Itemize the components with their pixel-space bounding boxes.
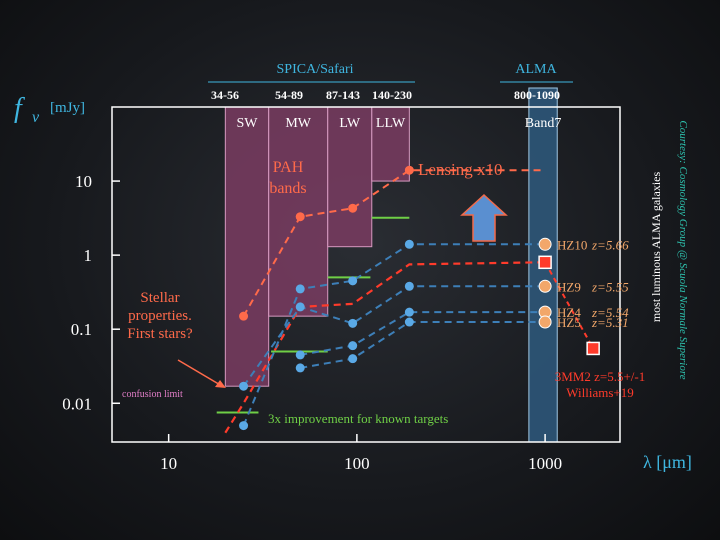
alma-range: 800-1090	[514, 88, 560, 102]
confusion-limit-label: confusion limit	[122, 389, 183, 400]
y-tick-label-0.01: 0.01	[62, 394, 92, 413]
alma-point-hz5	[538, 315, 552, 329]
spica-title: SPICA/Safari	[277, 62, 354, 77]
spica-range-3: 140-230	[372, 88, 412, 102]
x-axis-label: λ [μm]	[643, 452, 692, 472]
spica-range-2: 87-143	[326, 88, 360, 102]
series-line-4	[300, 311, 542, 356]
mm2-point-alma	[538, 255, 552, 270]
spica-range-1: 54-89	[275, 88, 303, 102]
stellar-pointer-line	[177, 359, 223, 387]
markers-layer	[177, 165, 600, 431]
series-line-3	[242, 285, 542, 387]
series-3-point	[239, 381, 249, 391]
band-regions-layer	[224, 87, 558, 443]
series-5-point	[295, 363, 305, 373]
band-region-sw	[224, 106, 270, 387]
series-line-1	[242, 169, 542, 317]
series-line-0	[224, 261, 542, 434]
stellar-label-line2: properties.	[128, 308, 192, 324]
series-4-point	[348, 341, 358, 351]
alma-z-hz4: z=5.54	[591, 305, 629, 320]
series-1-point	[239, 311, 249, 321]
band-region-llw	[371, 106, 410, 182]
alma-z-hz9: z=5.55	[591, 279, 629, 294]
y-tick-label-0.1: 0.1	[71, 320, 92, 339]
improvement-label: 3x improvement for known targets	[268, 411, 448, 426]
alma-band-label: Band7	[525, 116, 562, 131]
series-5-point	[404, 317, 414, 327]
lensing-up-arrow	[460, 193, 508, 242]
mm2-ref: Williams+19	[566, 385, 633, 400]
y-tick-label-1: 1	[84, 246, 93, 265]
band-label-lw: LW	[339, 116, 361, 131]
series-3-point	[295, 302, 305, 312]
band-region-mw	[268, 106, 329, 317]
stellar-label-line3: First stars?	[127, 326, 193, 342]
stellar-label-line1: Stellar	[140, 290, 179, 306]
series-5-point	[348, 354, 358, 364]
alma-point-hz9	[538, 279, 552, 293]
series-4-point	[404, 307, 414, 317]
series-3-point	[348, 318, 358, 328]
series-2-point	[295, 284, 305, 294]
stellar-pointer-arrowhead	[215, 380, 226, 388]
y-tick-label-10: 10	[75, 172, 92, 191]
band-region-lw	[327, 106, 373, 248]
series-4-point	[295, 350, 305, 360]
series-2-point	[404, 239, 414, 249]
annotation-layer: SW MW LW LLW Band7 HZ10 z=5.66 HZ9 z=5.55 HZ4 z=5.…	[14, 62, 692, 473]
alma-label-hz5: HZ5	[557, 315, 581, 330]
y-axis-subscript: ν	[32, 109, 40, 126]
x-tick-label-10: 10	[160, 454, 177, 473]
series-1-point	[348, 203, 358, 213]
series-2-point	[239, 421, 249, 431]
mm2-label: 3MM2 z=5.5+/-1	[555, 369, 646, 384]
alma-label-hz10: HZ10	[557, 237, 587, 252]
x-tick-label-100: 100	[344, 454, 370, 473]
y-axis-symbol: f	[14, 93, 25, 124]
axes-layer	[111, 81, 621, 443]
plot-frame	[111, 106, 621, 443]
series-line-5	[300, 321, 542, 369]
alma-label-hz9: HZ9	[557, 279, 581, 294]
spica-range-0: 34-56	[211, 88, 239, 102]
pah-label-line2: bands	[269, 180, 306, 197]
y-axis-unit: [mJy]	[50, 100, 85, 116]
alma-z-hz10: z=5.66	[591, 237, 629, 252]
band-label-mw: MW	[285, 116, 311, 131]
alma-z-hz5: z=5.31	[591, 315, 629, 330]
band-label-llw: LLW	[376, 116, 406, 131]
mm2-point-spica	[586, 341, 600, 356]
most-luminous-label: most luminous ALMA galaxies	[649, 172, 663, 323]
x-tick-label-1000: 1000	[528, 454, 562, 473]
series-2-point	[348, 276, 358, 286]
series-3-point	[404, 281, 414, 291]
pah-label-line1: PAH	[273, 159, 304, 176]
courtesy-label: Courtesy: Cosmology Group @ Scuola Norma…	[677, 120, 689, 379]
alma-point-hz10	[538, 237, 552, 251]
series-1-point	[404, 165, 414, 175]
alma-title: ALMA	[515, 62, 557, 77]
alma-label-hz4: HZ4	[557, 305, 581, 320]
mm2-connector	[544, 261, 595, 349]
series-1-point	[295, 212, 305, 222]
lensing-label: Lensing x10	[418, 160, 503, 179]
band-label-sw: SW	[237, 116, 259, 131]
series-layer	[216, 169, 595, 434]
